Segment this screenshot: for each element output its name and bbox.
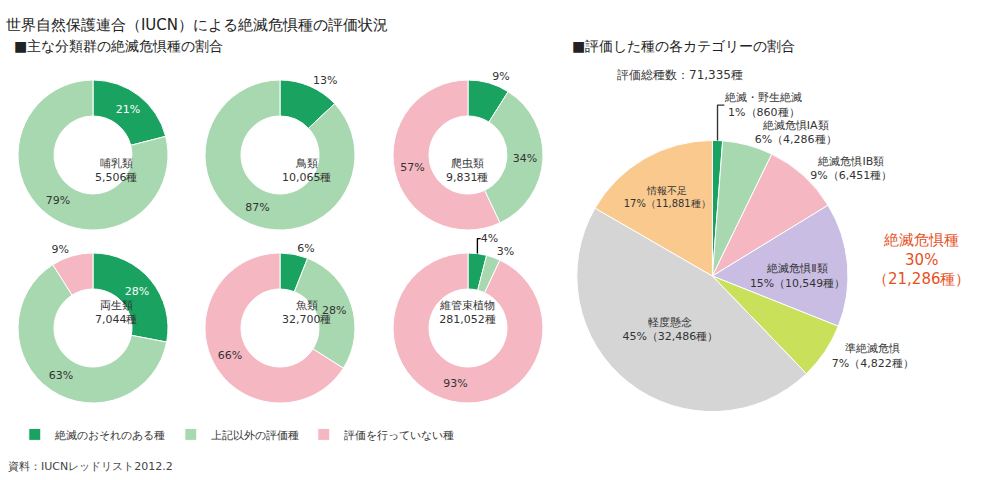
svg-text:■主な分類群の絶滅危惧種の割合: ■主な分類群の絶滅危惧種の割合: [14, 38, 223, 54]
svg-text:87%: 87%: [245, 201, 269, 214]
svg-text:63%: 63%: [49, 369, 73, 382]
svg-text:絶滅危惧ⅠB類9%（6,451種）: 絶滅危惧ⅠB類9%（6,451種）: [810, 155, 892, 182]
svg-text:世界自然保護連合（IUCN）による絶滅危惧種の評価状況: 世界自然保護連合（IUCN）による絶滅危惧種の評価状況: [6, 16, 388, 34]
svg-text:絶滅のおそれのある種: 絶滅のおそれのある種: [54, 429, 165, 442]
svg-text:79%: 79%: [46, 194, 70, 207]
svg-text:9%: 9%: [492, 70, 509, 83]
svg-text:絶滅危惧Ⅱ類15%（10,549種）: 絶滅危惧Ⅱ類15%（10,549種）: [750, 262, 845, 289]
svg-text:軽度懸念45%（32,486種）: 軽度懸念45%（32,486種）: [622, 316, 718, 343]
svg-text:絶滅・野生絶滅1%（860種）: 絶滅・野生絶滅1%（860種）: [724, 91, 802, 118]
svg-text:鳥類10,065種: 鳥類10,065種: [282, 157, 332, 184]
svg-text:絶滅危惧種30%（21,286種）: 絶滅危惧種30%（21,286種）: [873, 231, 971, 288]
svg-text:93%: 93%: [443, 377, 467, 390]
svg-text:絶滅危惧ⅠA類6%（4,286種）: 絶滅危惧ⅠA類6%（4,286種）: [755, 119, 837, 146]
svg-text:魚類32,700種: 魚類32,700種: [282, 299, 332, 326]
svg-text:■評価した種の各カテゴリーの割合: ■評価した種の各カテゴリーの割合: [572, 38, 795, 54]
svg-text:57%: 57%: [400, 161, 424, 174]
svg-text:維管束植物281,052種: 維管束植物281,052種: [439, 299, 496, 326]
svg-text:爬虫類9,831種: 爬虫類9,831種: [446, 157, 489, 184]
svg-text:28%: 28%: [322, 304, 346, 317]
svg-text:上記以外の評価種: 上記以外の評価種: [211, 429, 299, 442]
svg-text:21%: 21%: [116, 103, 140, 116]
svg-text:9%: 9%: [51, 243, 68, 256]
svg-text:3%: 3%: [497, 245, 514, 258]
svg-text:哺乳類5,506種: 哺乳類5,506種: [95, 157, 138, 184]
svg-text:準絶滅危惧7%（4,822種）: 準絶滅危惧7%（4,822種）: [832, 342, 914, 369]
svg-text:66%: 66%: [218, 349, 242, 362]
svg-text:情報不足17%（11,881種）: 情報不足17%（11,881種）: [624, 185, 711, 209]
svg-text:28%: 28%: [125, 285, 149, 298]
svg-text:資料：IUCNレッドリスト2012.2: 資料：IUCNレッドリスト2012.2: [8, 460, 173, 473]
svg-text:評価総種数：71,335種: 評価総種数：71,335種: [617, 68, 743, 82]
svg-text:6%: 6%: [297, 242, 314, 255]
svg-text:4%: 4%: [481, 232, 498, 245]
svg-text:13%: 13%: [313, 74, 337, 87]
svg-text:34%: 34%: [513, 152, 537, 165]
svg-text:評価を行っていない種: 評価を行っていない種: [344, 429, 454, 442]
svg-text:両生類7,044種: 両生類7,044種: [95, 299, 138, 326]
